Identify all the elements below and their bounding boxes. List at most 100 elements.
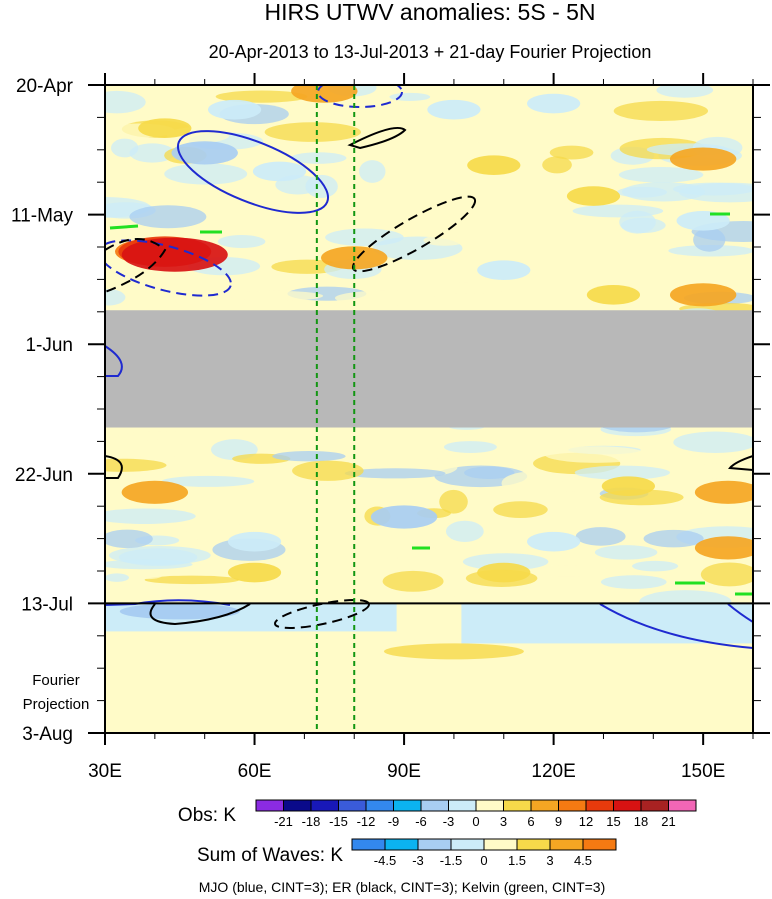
colorbar-label: 21: [661, 814, 675, 829]
chart-title: HIRS UTWV anomalies: 5S - 5N: [264, 0, 595, 25]
x-axis: 30E 60E 90E 120E 150E: [88, 73, 754, 782]
anomaly-patch: [227, 562, 282, 583]
field-texture: [215, 90, 308, 103]
colorbar-label: 4.5: [574, 853, 592, 868]
field-texture: [594, 545, 658, 560]
field-texture: [539, 491, 607, 508]
field-texture: [549, 145, 594, 160]
field-texture: [700, 562, 753, 587]
colorbar-box: [640, 799, 669, 812]
field-texture: [290, 152, 347, 164]
field-texture: [673, 431, 753, 453]
colorbar-box: [351, 838, 386, 851]
field-texture: [542, 156, 572, 174]
mjo-contour: [105, 345, 123, 377]
anomaly-patch: [694, 536, 753, 560]
field-texture: [272, 450, 346, 462]
projection-label-line-2: Projection: [23, 696, 90, 713]
field-texture: [656, 85, 714, 98]
field-texture: [617, 502, 702, 525]
field-texture: [105, 508, 196, 524]
y-tick-label: 22-Jun: [15, 465, 73, 486]
colorbar-label: 15: [606, 814, 620, 829]
field-texture: [217, 235, 266, 249]
missing-data-band: [105, 310, 753, 428]
colorbar-box: [585, 799, 614, 812]
x-tick-label: 90E: [387, 761, 421, 782]
anomaly-patch: [694, 480, 753, 504]
colorbar-label: 3: [500, 814, 507, 829]
field-texture: [105, 289, 126, 306]
x-tick-label: 150E: [681, 761, 725, 782]
colorbar-label: -15: [329, 814, 348, 829]
anomaly-patch: [171, 141, 238, 165]
colorbar-box: [613, 799, 642, 812]
anomaly-patch: [669, 147, 737, 171]
field-texture: [161, 475, 255, 487]
field-texture: [575, 527, 626, 546]
field-texture: [622, 182, 706, 202]
wave-contours: [105, 85, 753, 649]
er-contour: [149, 603, 251, 626]
field-texture: [574, 465, 670, 480]
obs-colorbar: Obs: K -21 -18 -15 -12 -9 -6 -3 0 3 6 9 12 15 18 21: [178, 799, 697, 829]
obs-legend-label: Obs: K: [178, 805, 236, 826]
y-tick-label: 20-Apr: [16, 76, 74, 97]
colorbar-label: 9: [555, 814, 562, 829]
colorbar-box: [503, 799, 532, 812]
mjo-contour: [599, 603, 753, 649]
mjo-contour: [317, 85, 403, 108]
colorbar-box: [549, 838, 584, 851]
anomaly-patch: [227, 531, 282, 552]
field-texture: [632, 560, 679, 572]
anomaly-patch: [291, 85, 358, 103]
anomaly-patch: [477, 562, 531, 583]
reference-longitude-lines: [315, 85, 356, 733]
colorbar-box: [417, 838, 452, 851]
anomaly-patch: [676, 210, 730, 231]
field-texture: [118, 548, 198, 567]
anomaly-patch: [467, 155, 521, 176]
plot-area: [105, 85, 753, 733]
er-contour: [105, 238, 167, 293]
colorbar-box: [420, 799, 449, 812]
field-texture: [144, 575, 240, 585]
colorbar-box: [338, 799, 367, 812]
projection-band: [461, 603, 753, 644]
colorbar-box: [582, 838, 617, 851]
colorbar-label: 3: [546, 853, 553, 868]
field-texture: [397, 546, 449, 571]
field-texture: [523, 565, 611, 577]
mjo-contour: [727, 603, 753, 623]
colorbar-label: 12: [579, 814, 593, 829]
anomaly-patch: [370, 505, 438, 529]
field-texture: [334, 290, 436, 306]
colorbar-label: -4.5: [374, 853, 396, 868]
anomaly-patch: [527, 531, 581, 552]
field-texture: [105, 573, 129, 582]
anomaly-patch: [566, 186, 621, 206]
kelvin-contour: [109, 224, 139, 230]
er-contour: [105, 455, 123, 479]
field-texture: [389, 92, 431, 101]
x-tick-label: 120E: [531, 761, 575, 782]
field-texture: [443, 441, 497, 453]
field-texture: [693, 227, 726, 252]
field-texture: [695, 463, 740, 479]
colorbar-box: [516, 838, 551, 851]
anomaly-patch: [601, 476, 655, 496]
field-texture: [164, 163, 248, 185]
colorbar-box: [448, 799, 477, 812]
field-texture: [454, 585, 528, 606]
colorbar-label: -1.5: [440, 853, 462, 868]
colorbar-box: [393, 799, 422, 812]
colorbar-box: [365, 799, 394, 812]
colorbar-box: [450, 838, 485, 851]
field-texture: [382, 570, 444, 592]
field-texture: [292, 460, 364, 481]
colorbar-box: [558, 799, 587, 812]
colorbar-label: -18: [302, 814, 321, 829]
anomaly-patch: [138, 118, 192, 138]
field-texture: [133, 569, 164, 580]
contour-note: MJO (blue, CINT=3); ER (black, CINT=3); …: [199, 879, 606, 895]
